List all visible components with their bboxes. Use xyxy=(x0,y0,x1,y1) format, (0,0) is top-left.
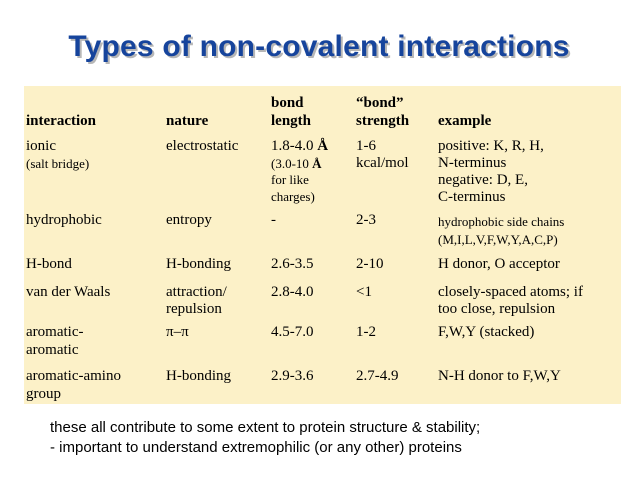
header-bond-length-line1: bond xyxy=(271,95,304,111)
row-aromatic-amino-nature: H-bonding xyxy=(166,368,231,384)
header-bond-length-line2: length xyxy=(271,113,312,129)
row-ionic-strength-line1: 1-6 xyxy=(356,138,376,154)
row-ionic-example-line3: negative: D, E, xyxy=(438,172,528,188)
row-hydrophobic-example-line1: hydrophobic side chains xyxy=(438,214,565,229)
row-aromatic-amino-interaction-line2: group xyxy=(26,386,61,402)
row-ionic-length: 1.8-4.0 Å xyxy=(271,138,328,155)
row-hydrophobic-interaction: hydrophobic xyxy=(26,212,102,228)
row-ionic-length-note-line3: charges) xyxy=(271,189,315,204)
header-nature: nature xyxy=(166,113,209,129)
row-ionic-example-line1: positive: K, R, H, xyxy=(438,138,544,154)
row-aromatic-strength: 1-2 xyxy=(356,324,376,340)
note-line-2: - important to understand extremophilic … xyxy=(50,439,462,456)
row-aromatic-amino-strength: 2.7-4.9 xyxy=(356,368,399,384)
row-aromatic-amino-interaction-line1: aromatic-amino xyxy=(26,368,121,384)
slide-title: Types of non-covalent interactions xyxy=(68,30,570,63)
row-vdw-example-line1: closely-spaced atoms; if xyxy=(438,284,583,300)
row-hydrophobic-example-line2: (M,I,L,V,F,W,Y,A,C,P) xyxy=(438,232,558,247)
row-vdw-interaction: van der Waals xyxy=(26,284,111,300)
row-ionic-example-line4: C-terminus xyxy=(438,189,506,205)
row-hbond-example: H donor, O acceptor xyxy=(438,256,560,272)
note-line-1: these all contribute to some extent to p… xyxy=(50,419,481,436)
row-aromatic-example: F,W,Y (stacked) xyxy=(438,324,535,340)
row-hbond-strength: 2-10 xyxy=(356,256,384,272)
header-interaction: interaction xyxy=(26,113,96,129)
row-vdw-strength: <1 xyxy=(356,284,372,300)
row-ionic-example-line2: N-terminus xyxy=(438,155,507,171)
row-aromatic-nature: π–π xyxy=(166,324,189,340)
row-ionic-length-note-line1: (3.0-10 Å xyxy=(271,156,322,173)
row-hydrophobic-nature: entropy xyxy=(166,212,212,228)
row-ionic-length-unit: Å xyxy=(317,138,329,154)
row-aromatic-interaction-line1: aromatic- xyxy=(26,324,84,340)
row-vdw-nature-line2: repulsion xyxy=(166,301,222,317)
row-vdw-length: 2.8-4.0 xyxy=(271,284,314,300)
row-ionic-length-note-range: (3.0-10 xyxy=(271,156,309,171)
row-aromatic-amino-length: 2.9-3.6 xyxy=(271,368,314,384)
row-aromatic-length: 4.5-7.0 xyxy=(271,324,314,340)
row-hbond-interaction: H-bond xyxy=(26,256,72,272)
row-hbond-length: 2.6-3.5 xyxy=(271,256,314,272)
row-aromatic-interaction-line2: aromatic xyxy=(26,342,79,358)
header-example: example xyxy=(438,113,492,129)
interactions-table: interaction nature bond length “bond” st… xyxy=(24,86,621,404)
header-bond-strength-line2: strength xyxy=(356,113,410,129)
row-ionic-length-value: 1.8-4.0 xyxy=(271,138,314,154)
row-vdw-example-line2: too close, repulsion xyxy=(438,301,556,317)
row-ionic-strength-line2: kcal/mol xyxy=(356,155,409,171)
header-bond-strength-line1: “bond” xyxy=(356,95,404,111)
row-ionic-length-note-unit: Å xyxy=(312,156,322,171)
row-hydrophobic-length: - xyxy=(271,212,276,228)
row-hbond-nature: H-bonding xyxy=(166,256,231,272)
row-vdw-nature-line1: attraction/ xyxy=(166,284,227,300)
row-hydrophobic-strength: 2-3 xyxy=(356,212,376,228)
row-ionic-length-note-line2: for like xyxy=(271,172,309,187)
row-ionic-nature: electrostatic xyxy=(166,138,239,154)
row-ionic-interaction: ionic xyxy=(26,138,56,154)
row-ionic-interaction-note: (salt bridge) xyxy=(26,156,90,171)
row-aromatic-amino-example: N-H donor to F,W,Y xyxy=(438,368,561,384)
